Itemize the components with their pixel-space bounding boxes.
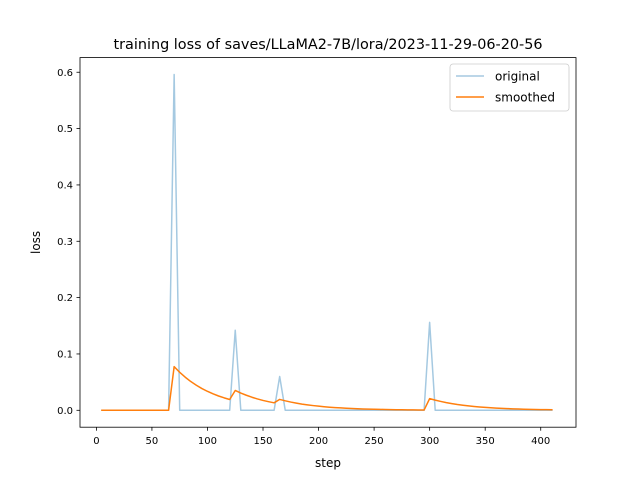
series-line-smoothed	[101, 365, 553, 412]
x-tick-label: 200	[309, 436, 328, 447]
y-tick-label: 0.5	[57, 124, 73, 135]
legend-label-smoothed: smoothed	[495, 91, 555, 105]
x-tick-label: 100	[198, 436, 217, 447]
legend-box	[449, 63, 570, 112]
chart-title: training loss of saves/LLaMA2-7B/lora/20…	[113, 37, 542, 53]
y-tick-label: 0.6	[57, 68, 73, 79]
x-tick-label: 250	[365, 436, 384, 447]
x-axis-label: step	[315, 456, 341, 470]
y-tick-label: 0.2	[57, 293, 73, 304]
x-tick-label: 150	[253, 436, 272, 447]
y-axis: 0.0 0.1 0.2 0.3 0.4 0.5 0.6	[57, 68, 80, 417]
plot-lines	[101, 73, 553, 412]
x-tick-label: 350	[476, 436, 495, 447]
x-axis: 0 50 100 150 200 250 300 350 400	[93, 427, 550, 447]
x-tick-label: 400	[531, 436, 550, 447]
y-tick-label: 0.1	[57, 350, 73, 361]
y-tick-label: 0.3	[57, 237, 73, 248]
y-tick-label: 0.0	[57, 406, 73, 417]
series-line-original	[101, 73, 553, 412]
plot-frame	[79, 57, 577, 428]
y-tick-label: 0.4	[57, 181, 73, 192]
y-axis-label: loss	[29, 231, 43, 254]
legend-label-original: original	[495, 70, 540, 84]
x-tick-label: 0	[93, 436, 99, 447]
legend: original smoothed	[449, 63, 570, 112]
x-tick-label: 50	[146, 436, 159, 447]
x-tick-label: 300	[420, 436, 439, 447]
